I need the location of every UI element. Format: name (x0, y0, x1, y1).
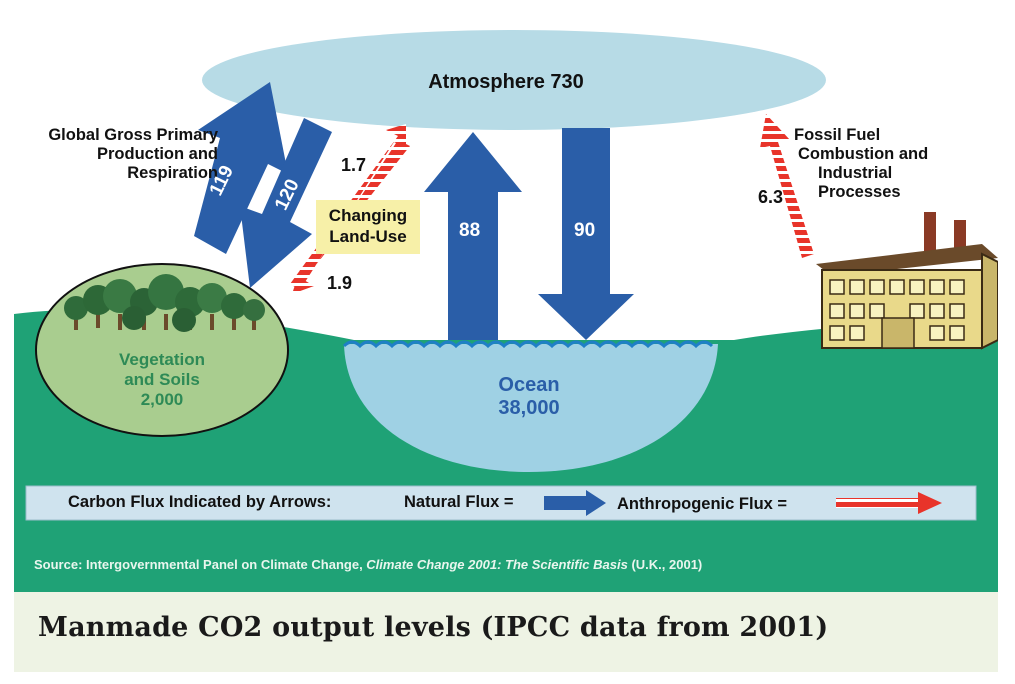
land-use-label: Changing Land-Use (316, 205, 420, 247)
flux-88-label: 88 (459, 220, 481, 241)
source-prefix: Source: Intergovernmental Panel on Clima… (34, 557, 367, 572)
flux-1-9-label: 1.9 (327, 273, 353, 293)
arrow-90 (538, 128, 634, 340)
flux-1-7-label: 1.7 (341, 155, 367, 175)
flux-90-label: 90 (574, 220, 596, 241)
ocean-waves (342, 340, 714, 349)
land-use-line-2: Land-Use (329, 227, 407, 246)
flux-6-3-label: 6.3 (758, 187, 784, 207)
ocean-label: Ocean 38,000 (444, 374, 614, 420)
gpp-label-line-3: Respiration (127, 164, 218, 182)
diagram-canvas (14, 30, 998, 592)
legend-anthropogenic-label: Anthropogenic Flux = (617, 495, 788, 513)
source-line: Source: Intergovernmental Panel on Clima… (34, 557, 702, 572)
legend-natural-arrow-icon (544, 490, 606, 516)
fossil-fuel-line-3: Industrial (818, 164, 893, 182)
fossil-fuel-label: Fossil Fuel Combustion and Industrial Pr… (794, 126, 928, 202)
atmosphere-label: Atmosphere 730 (428, 71, 584, 93)
source-italic: Climate Change 2001: The Scientific Basi… (366, 557, 628, 572)
figure-caption: Manmade CO2 output levels (IPCC data fro… (38, 612, 829, 643)
vegetation-line-3: 2,000 (140, 390, 184, 409)
ocean-line-2: 38,000 (498, 397, 560, 419)
gpp-label-line-1: Global Gross Primary (48, 126, 218, 144)
fossil-fuel-line-1: Fossil Fuel (794, 126, 881, 144)
fossil-fuel-line-4: Processes (818, 183, 901, 201)
source-suffix: (U.K., 2001) (627, 557, 703, 572)
carbon-cycle-diagram: Atmosphere 730 Global Gross Primary Prod… (14, 22, 998, 592)
arrow-6-3-anthropogenic (760, 114, 814, 258)
factory-icon (816, 212, 998, 350)
legend-bar (25, 485, 977, 521)
vegetation-label: Vegetation and Soils 2,000 (66, 350, 258, 410)
fossil-fuel-line-2: Combustion and (798, 145, 929, 163)
ocean-basin (344, 344, 718, 472)
legend-anthropogenic-arrow-icon (836, 492, 942, 514)
legend-natural-label: Natural Flux = (404, 493, 514, 511)
land-use-line-1: Changing (328, 206, 408, 225)
vegetation-line-1: Vegetation (119, 350, 205, 369)
trees-icon (64, 274, 265, 332)
ocean-line-1: Ocean (498, 374, 560, 396)
arrow-119 (194, 82, 288, 254)
gpp-label: Global Gross Primary Production and Resp… (48, 126, 218, 183)
gpp-label-line-2: Production and (97, 145, 218, 163)
atmosphere-ellipse (202, 30, 826, 130)
land-use-box (316, 200, 420, 254)
legend-prefix: Carbon Flux Indicated by Arrows: (68, 493, 332, 511)
caption-bar: Manmade CO2 output levels (IPCC data fro… (14, 592, 998, 672)
vegetation-line-2: and Soils (124, 370, 200, 389)
arrow-88 (424, 132, 522, 340)
arrow-120 (240, 118, 332, 288)
